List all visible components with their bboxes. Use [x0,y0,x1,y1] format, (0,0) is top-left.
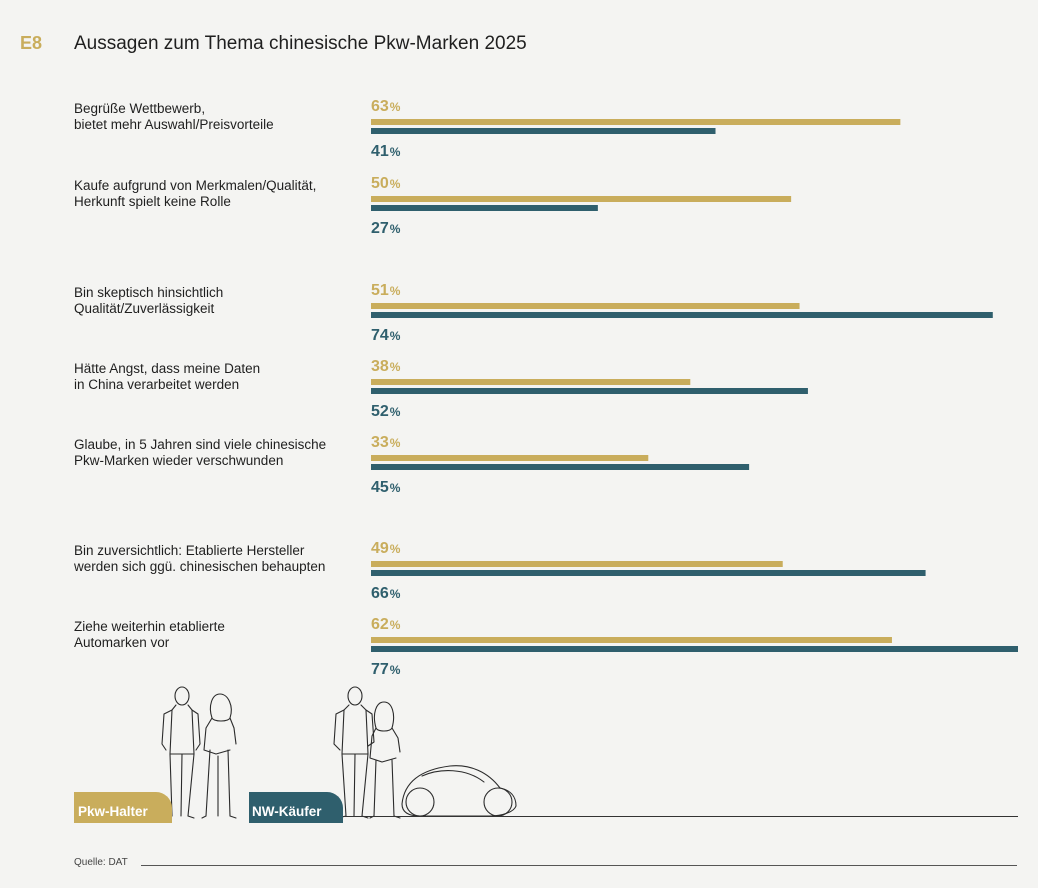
bar-pkw-halter [371,196,792,202]
car-icon [401,765,517,817]
legend-nw-kaeufer: NW-Käufer [249,792,343,823]
value-label-pkw-halter: 38% [371,358,401,375]
value-label-nw-kaeufer: 27% [371,220,401,237]
ground-line [340,816,1018,817]
category-label: Bin skeptisch hinsichtlich [74,285,223,300]
bar-nw-kaeufer [371,388,808,394]
category-label: Kaufe aufgrund von Merkmalen/Qualität, [74,178,316,193]
value-label-pkw-halter: 49% [371,540,401,557]
value-label-nw-kaeufer: 41% [371,143,401,160]
value-label-pkw-halter: 50% [371,175,401,192]
bar-pkw-halter [371,119,901,125]
value-label-nw-kaeufer: 77% [371,661,401,678]
figure-code: E8 [20,33,43,53]
bar-pkw-halter [371,455,649,461]
value-label-pkw-halter: 33% [371,434,401,451]
bar-nw-kaeufer [371,205,598,211]
person-man-1-icon [161,686,201,819]
category-label: Automarken vor [74,635,170,650]
person-woman-2-icon [369,701,401,819]
category-label: Ziehe weiterhin etablierte [74,619,225,634]
bar-nw-kaeufer [371,464,750,470]
category-label: Glaube, in 5 Jahren sind viele chinesisc… [74,437,326,452]
category-label: werden sich ggü. chinesischen behaupten [73,559,325,574]
bar-nw-kaeufer [371,312,993,318]
category-label: Qualität/Zuverlässigkeit [74,301,215,316]
person-woman-1-icon [201,693,237,819]
chart-title: Aussagen zum Thema chinesische Pkw-Marke… [74,33,527,54]
value-label-pkw-halter: 51% [371,282,401,299]
category-label: Bin zuversichtlich: Etablierte Herstelle… [74,543,305,558]
category-label: Hätte Angst, dass meine Daten [74,361,260,376]
bar-pkw-halter [371,379,691,385]
source-rule [141,865,1017,866]
category-label: bietet mehr Auswahl/Preisvorteile [74,117,274,132]
source-note: Quelle: DAT [74,857,128,868]
people-illustration [161,686,517,819]
category-label: Begrüße Wettbewerb, [74,101,205,116]
value-label-pkw-halter: 63% [371,98,401,115]
value-label-nw-kaeufer: 66% [371,585,401,602]
value-label-pkw-halter: 62% [371,616,401,633]
category-label: Herkunft spielt keine Rolle [74,194,231,209]
category-label: Pkw-Marken wieder verschwunden [74,453,283,468]
bar-pkw-halter [371,561,783,567]
value-label-nw-kaeufer: 74% [371,327,401,344]
bar-pkw-halter [371,303,800,309]
legend-pkw-halter: Pkw-Halter [74,792,172,823]
bar-nw-kaeufer [371,570,926,576]
bar-pkw-halter [371,637,892,643]
value-label-nw-kaeufer: 45% [371,479,401,496]
bar-nw-kaeufer [371,128,716,134]
bar-nw-kaeufer [371,646,1018,652]
value-label-nw-kaeufer: 52% [371,403,401,420]
category-label: in China verarbeitet werden [74,377,239,392]
